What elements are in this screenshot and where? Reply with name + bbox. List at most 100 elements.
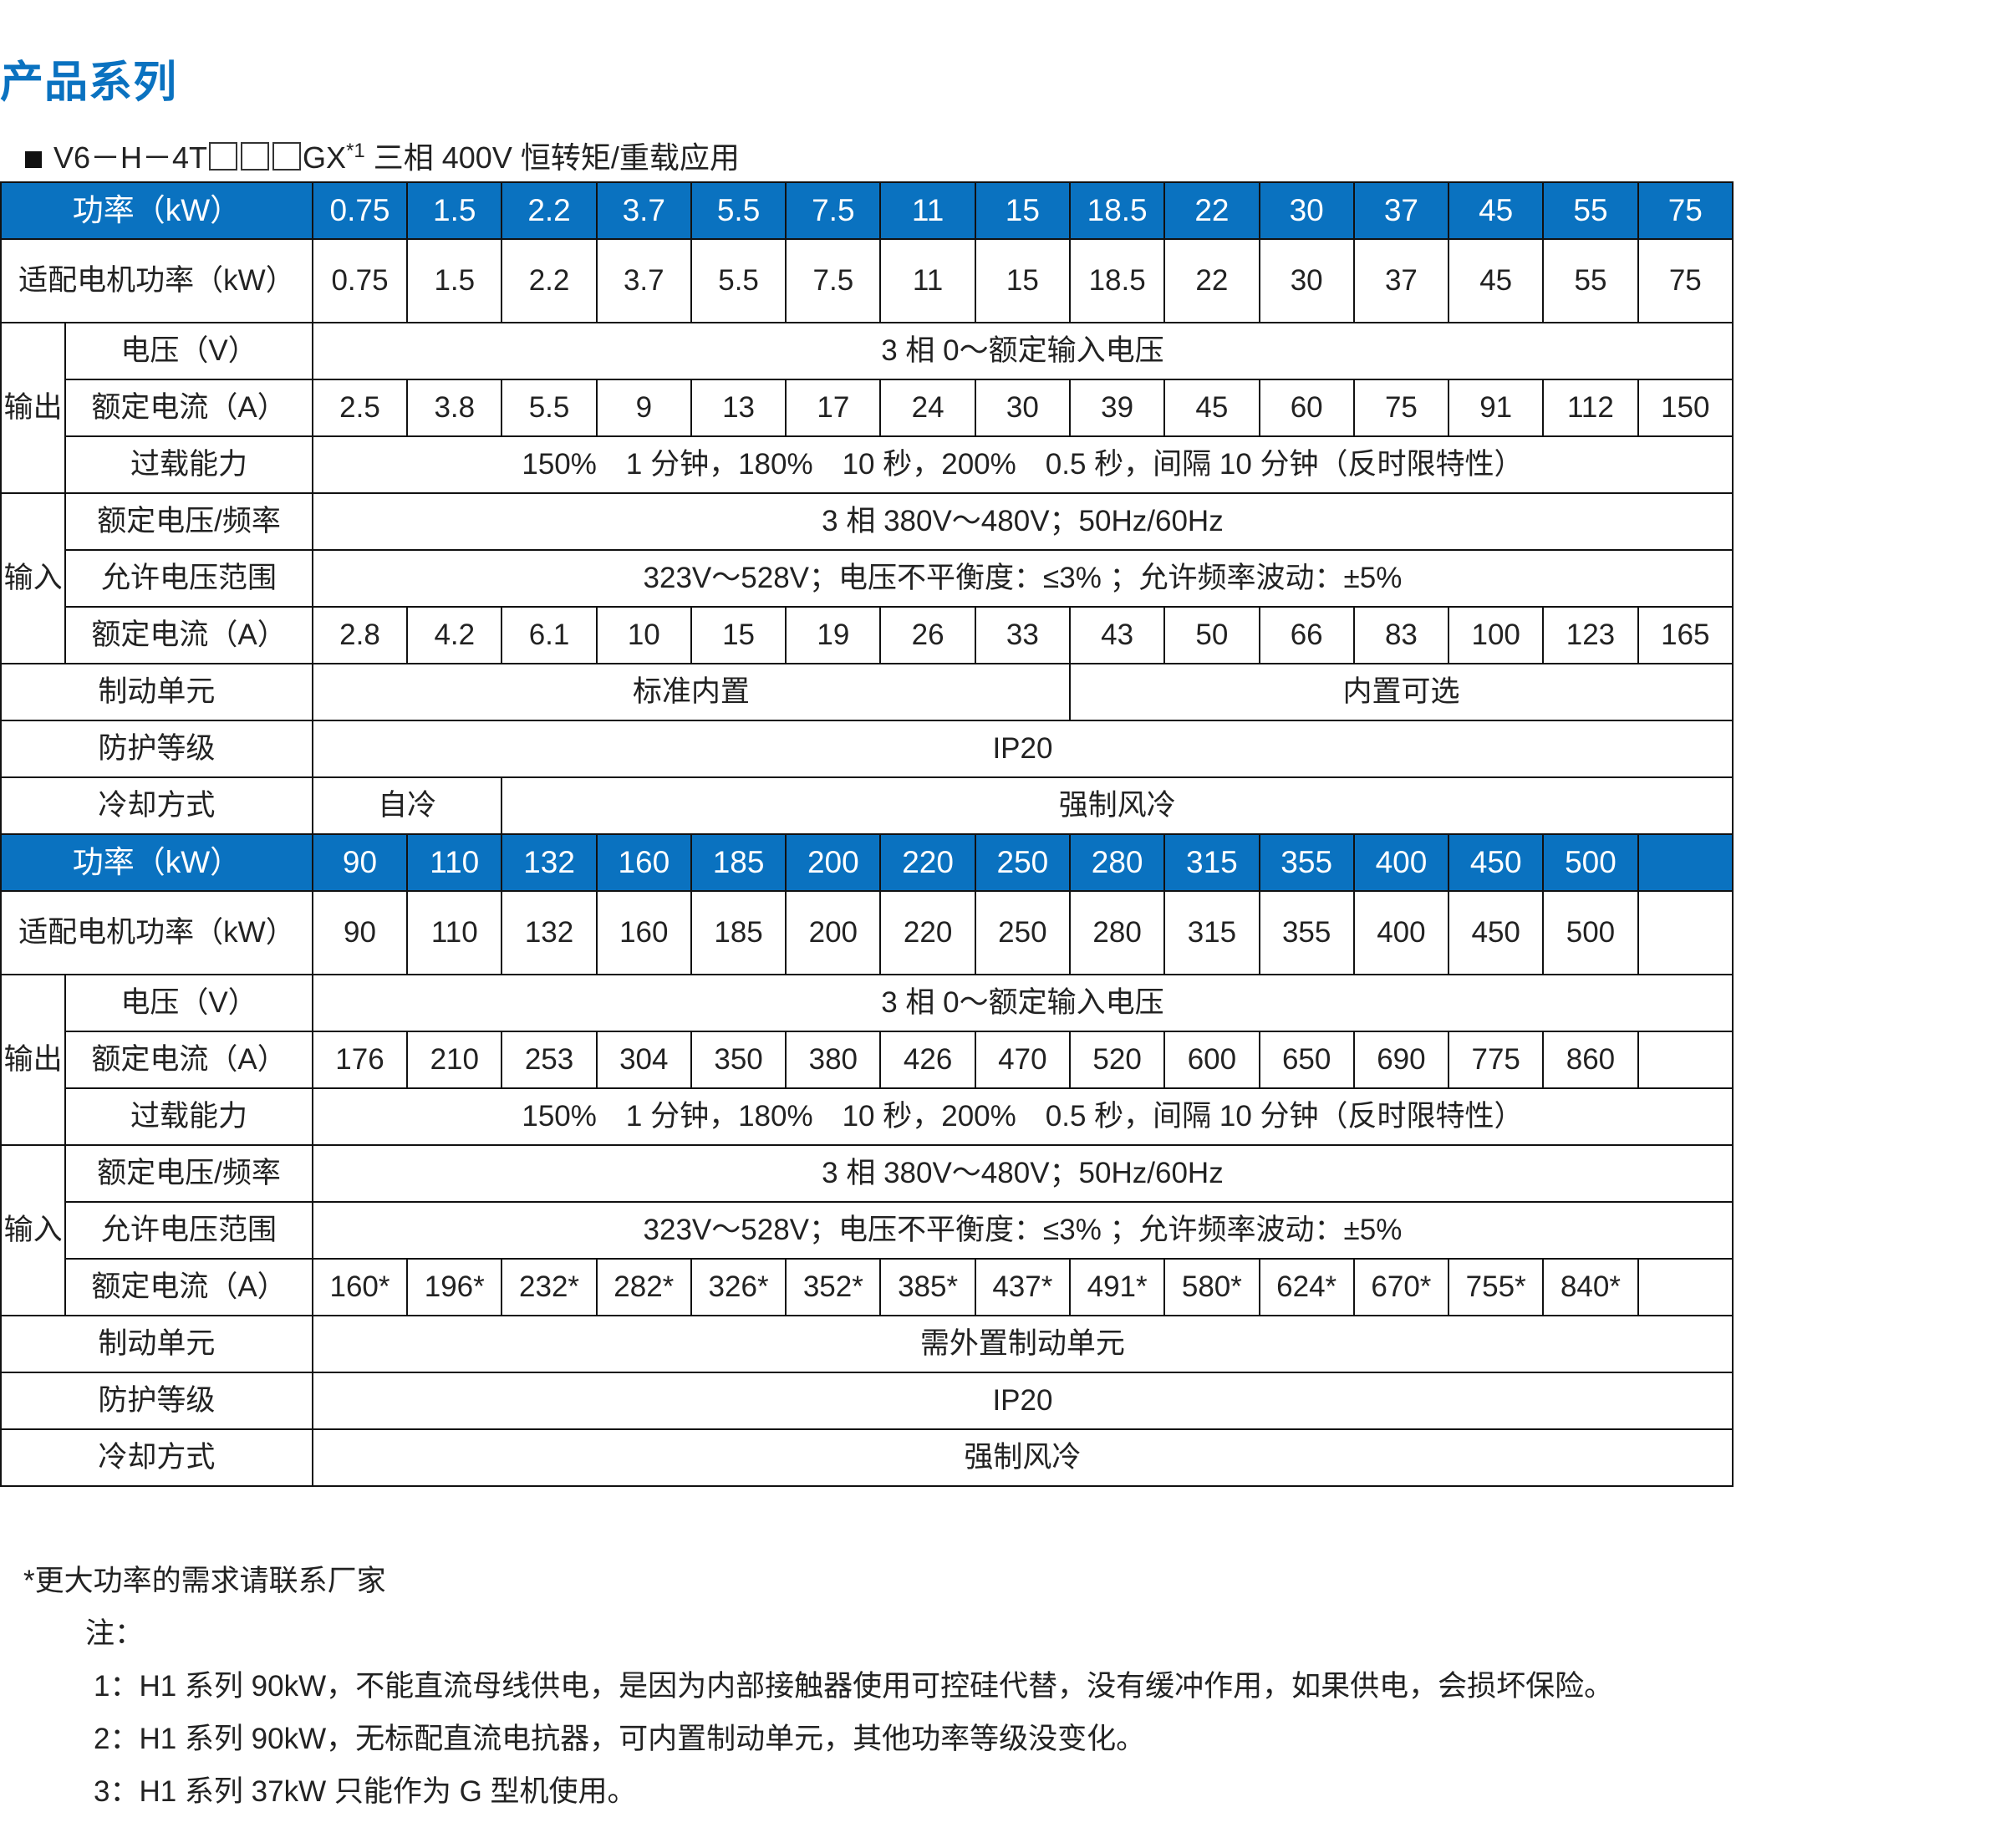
- power-value: 11: [879, 181, 976, 240]
- bullet-square-icon: [25, 151, 42, 168]
- spec-table: 功率（kW） 0.75 1.5 2.2 3.7 5.5 7.5 11 15 18.5 22 30 37 4…: [0, 181, 1734, 1487]
- power-value: 185: [690, 833, 787, 892]
- power-value: 280: [1068, 833, 1166, 892]
- input-current-value: 326*: [690, 1258, 787, 1316]
- power-value: 450: [1448, 833, 1545, 892]
- input-current-value: 10: [595, 606, 692, 664]
- power-value: 22: [1163, 181, 1260, 240]
- motor-power-value: 280: [1068, 890, 1166, 975]
- power-value: 90: [311, 833, 409, 892]
- braking-row: 制动单元 需外置制动单元: [0, 1315, 1734, 1373]
- power-value: 0.75: [311, 181, 409, 240]
- series-subtitle: V6－H－4T GX*1 三相 400V 恒转矩/重载应用: [25, 134, 740, 177]
- motor-power-value: 3.7: [595, 238, 692, 323]
- input-current-value: [1637, 1258, 1734, 1316]
- power-value: 500: [1542, 833, 1639, 892]
- input-range-value: 323V～528V；电压不平衡度：≤3% ；允许频率波动：±5%: [311, 1201, 1734, 1260]
- placeholder-box-icon: [209, 142, 238, 171]
- power-value: 75: [1637, 181, 1734, 240]
- cooling-label: 冷却方式: [0, 1428, 313, 1487]
- protection-label: 防护等级: [0, 720, 313, 778]
- protection-row: 防护等级 IP20: [0, 720, 1734, 778]
- output-current-value: 2.5: [311, 379, 409, 437]
- input-current-label: 额定电流（A）: [64, 1258, 313, 1316]
- output-current-value: [1637, 1031, 1734, 1089]
- motor-power-value: 315: [1163, 890, 1260, 975]
- input-current-value: 2.8: [311, 606, 409, 664]
- output-current-value: 520: [1068, 1031, 1166, 1089]
- motor-power-value: 0.75: [311, 238, 409, 323]
- power-value: 3.7: [595, 181, 692, 240]
- input-current-value: 123: [1542, 606, 1639, 664]
- motor-power-value: 1.5: [406, 238, 503, 323]
- output-current-label: 额定电流（A）: [64, 379, 313, 437]
- input-voltage-row: 输入 额定电压/频率 3 相 380V～480V；50Hz/60Hz: [0, 492, 1734, 664]
- output-voltage-value: 3 相 0～额定输入电压: [311, 322, 1734, 380]
- braking-value: 标准内置: [311, 663, 1072, 721]
- input-voltage-value: 3 相 380V～480V；50Hz/60Hz: [311, 492, 1734, 551]
- output-current-value: 650: [1258, 1031, 1355, 1089]
- input-current-value: 43: [1068, 606, 1166, 664]
- protection-label: 防护等级: [0, 1372, 313, 1430]
- footnote: *更大功率的需求请联系厂家: [23, 1565, 386, 1597]
- output-current-value: 470: [974, 1031, 1072, 1089]
- output-current-value: 45: [1163, 379, 1260, 437]
- motor-power-row: 适配电机功率（kW） 0.75 1.5 2.2 3.7 5.5 7.5 11 15 18.5 22 3…: [0, 238, 1734, 323]
- overload-label: 过载能力: [64, 435, 313, 494]
- output-current-label: 额定电流（A）: [64, 1031, 313, 1089]
- note-item: 2：H1 系列 90kW，无标配直流电抗器，可内置制动单元，其他功率等级没变化。: [94, 1723, 1146, 1755]
- output-current-row: 额定电流（A） 2.5 3.8 5.5 9 13 17 24 30 39 45 60 75 91 112 15…: [1, 379, 1734, 437]
- input-voltage-value: 3 相 380V～480V；50Hz/60Hz: [311, 1144, 1734, 1203]
- input-range-value: 323V～528V；电压不平衡度：≤3% ；允许频率波动：±5%: [311, 549, 1734, 608]
- braking-label: 制动单元: [0, 1315, 313, 1373]
- power-label: 功率（kW）: [0, 833, 313, 892]
- power-value: 15: [974, 181, 1072, 240]
- output-group-label: 输出: [0, 974, 67, 1146]
- output-current-value: 775: [1448, 1031, 1545, 1089]
- power-value: 132: [501, 833, 598, 892]
- output-current-value: 426: [879, 1031, 976, 1089]
- input-group-label: 输入: [0, 492, 67, 664]
- power-value: 400: [1352, 833, 1450, 892]
- motor-power-value: 75: [1637, 238, 1734, 323]
- input-current-row: 额定电流（A） 2.8 4.2 6.1 10 15 19 26 33 43 50 66 83 100 123…: [1, 606, 1734, 664]
- motor-power-value: 15: [974, 238, 1072, 323]
- output-current-value: 24: [879, 379, 976, 437]
- motor-power-value: 220: [879, 890, 976, 975]
- motor-power-value: 185: [690, 890, 787, 975]
- input-current-value: 19: [785, 606, 882, 664]
- input-current-value: 385*: [879, 1258, 976, 1316]
- braking-value: 内置可选: [1069, 663, 1734, 721]
- power-value: 160: [595, 833, 692, 892]
- input-current-value: 33: [974, 606, 1072, 664]
- placeholder-box-icon: [272, 142, 302, 171]
- output-current-value: 60: [1258, 379, 1355, 437]
- output-voltage-label: 电压（V）: [64, 974, 313, 1032]
- power-value: 5.5: [690, 181, 787, 240]
- output-voltage-value: 3 相 0～额定输入电压: [311, 974, 1734, 1032]
- motor-power-value: 22: [1163, 238, 1260, 323]
- output-current-value: 112: [1542, 379, 1639, 437]
- overload-row: 过载能力 150% 1 分钟，180% 10 秒，200% 0.5 秒，间隔 10…: [1, 435, 1734, 494]
- notes-heading: 注：: [85, 1617, 145, 1650]
- input-current-value: 232*: [501, 1258, 598, 1316]
- overload-value: 150% 1 分钟，180% 10 秒，200% 0.5 秒，间隔 10 分钟（…: [311, 1087, 1734, 1146]
- motor-power-value: 7.5: [785, 238, 882, 323]
- input-current-value: 165: [1637, 606, 1734, 664]
- power-value: 220: [879, 833, 976, 892]
- input-current-value: 100: [1448, 606, 1545, 664]
- note-item: 3：H1 系列 37kW 只能作为 G 型机使用。: [94, 1775, 637, 1808]
- input-current-row: 额定电流（A） 160* 196* 232* 282* 326* 352* 385* 437* 4…: [1, 1258, 1734, 1316]
- input-voltage-label: 额定电压/频率: [64, 492, 313, 551]
- power-value: 2.2: [501, 181, 598, 240]
- output-current-value: 150: [1637, 379, 1734, 437]
- input-range-label: 允许电压范围: [64, 1201, 313, 1260]
- motor-power-value: 500: [1542, 890, 1639, 975]
- input-current-value: 160*: [311, 1258, 409, 1316]
- input-current-value: 282*: [595, 1258, 692, 1316]
- model-prefix: V6－H－4T: [53, 140, 208, 175]
- motor-power-label: 适配电机功率（kW）: [0, 890, 313, 975]
- motor-power-value: 132: [501, 890, 598, 975]
- motor-power-value: 18.5: [1068, 238, 1166, 323]
- motor-power-value: 200: [785, 890, 882, 975]
